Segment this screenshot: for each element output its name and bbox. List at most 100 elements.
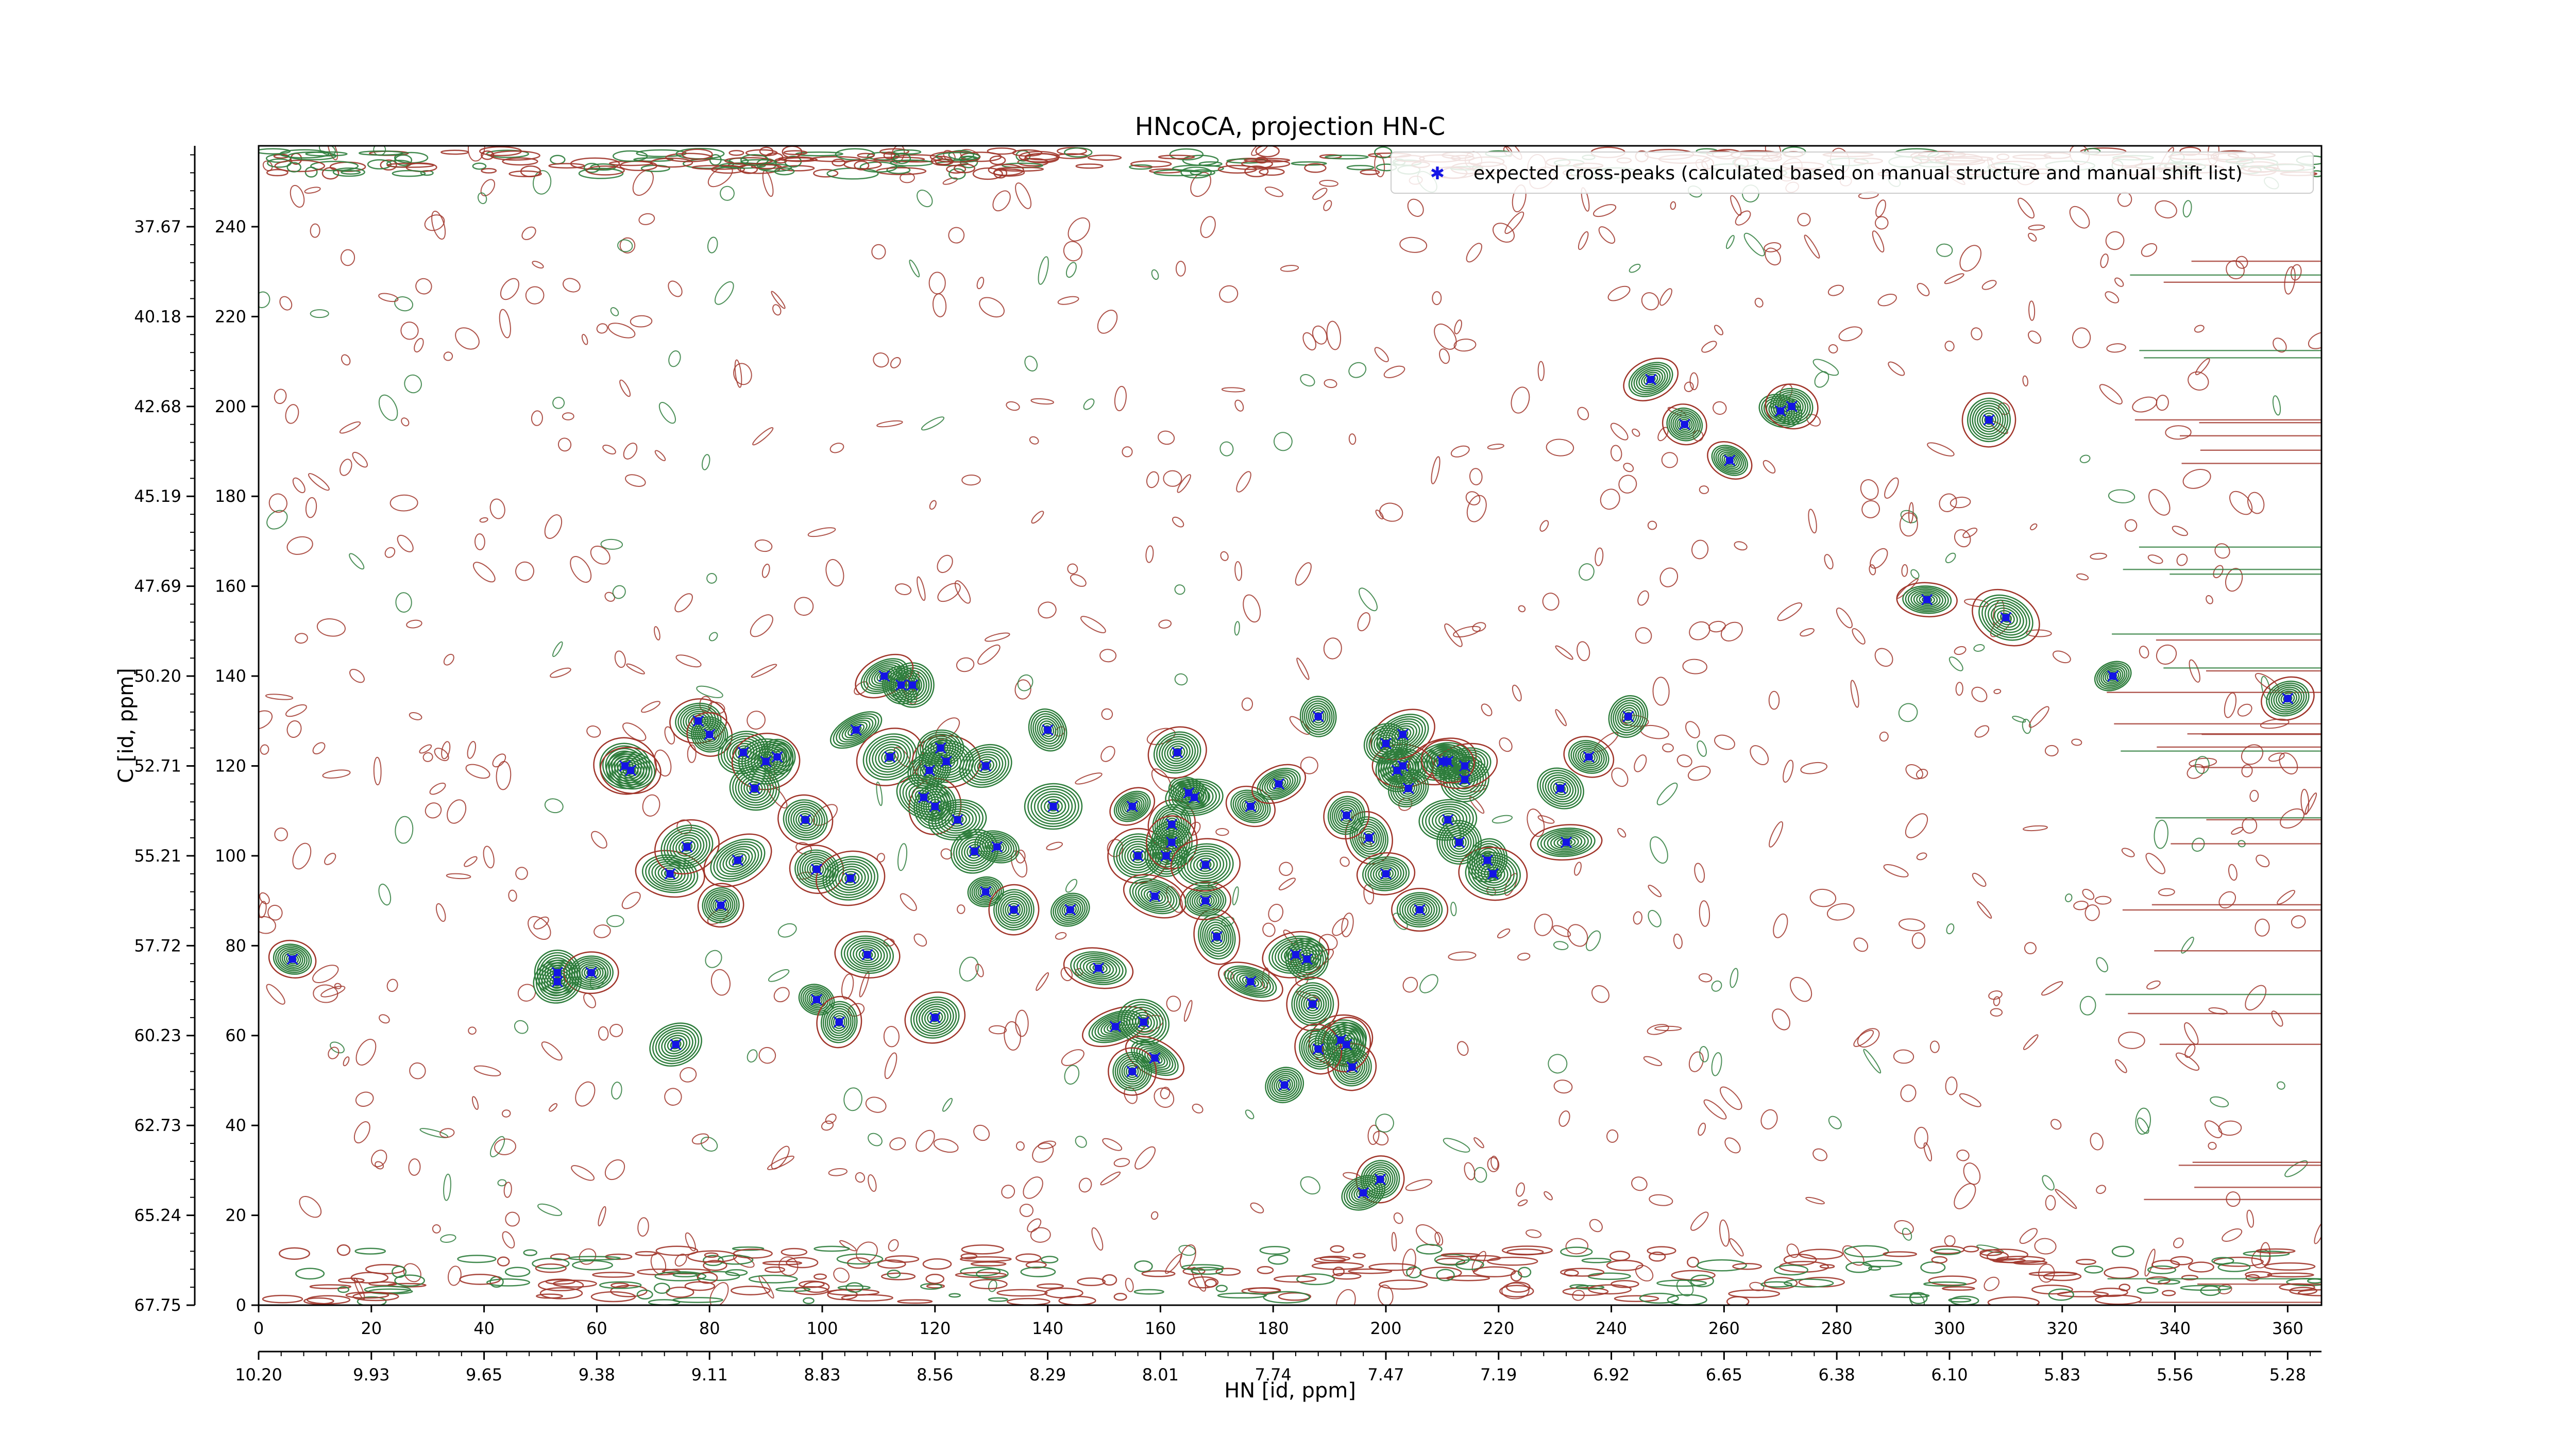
noise-contour <box>541 1041 563 1061</box>
noise-contour <box>1296 657 1310 680</box>
noise-contour <box>501 1109 511 1118</box>
noise-contour <box>432 1224 441 1234</box>
y-index-tick-label: 240 <box>215 217 246 237</box>
noise-contour <box>1150 1211 1159 1220</box>
noise-contour <box>591 831 607 849</box>
noise-contour <box>1894 1220 1914 1235</box>
peak-contour <box>974 830 1020 864</box>
noise-contour <box>1154 1087 1175 1108</box>
noise-contour <box>2045 1195 2056 1211</box>
noise-contour <box>626 663 645 674</box>
peak-contour <box>611 755 650 786</box>
peak-marker-stroke <box>1459 760 1471 772</box>
y-ppm-tick-label: 67.75 <box>134 1295 181 1315</box>
peak-marker <box>1199 895 1211 907</box>
noise-contour <box>447 799 467 824</box>
edge-contour <box>1696 1259 1747 1272</box>
noise-contour <box>1234 561 1243 581</box>
edge-contour <box>1656 1279 1707 1287</box>
edge-contour <box>1606 1259 1643 1271</box>
noise-contour <box>609 1023 623 1037</box>
peak-contour <box>821 1001 858 1043</box>
edge-contour <box>2111 1245 2134 1257</box>
peak-contour <box>1577 747 1600 767</box>
noise-contour <box>583 992 596 1008</box>
peak-marker-stroke <box>906 679 919 691</box>
peak-contour <box>828 861 872 896</box>
edge-contour <box>1180 166 1212 179</box>
noise-contour <box>937 554 953 573</box>
peak-marker <box>810 864 823 875</box>
noise-contour <box>630 315 653 328</box>
peak-contour <box>1327 796 1365 835</box>
peak-contour <box>1224 965 1277 998</box>
edge-contour <box>2012 1260 2048 1265</box>
noise-contour <box>441 741 451 760</box>
noise-contour <box>2277 889 2296 905</box>
peak-marker <box>1402 783 1414 795</box>
edge-contour <box>1560 1268 1605 1277</box>
peak-contour <box>1196 893 1215 908</box>
edge-contour <box>1728 1289 1781 1298</box>
peak-contour <box>1303 700 1333 733</box>
noise-contour <box>1964 598 1989 608</box>
noise-contour <box>1874 648 1893 667</box>
peak-contour <box>1166 743 1188 762</box>
x-ppm-tick-label: 7.47 <box>1367 1365 1404 1385</box>
noise-contour <box>1648 909 1662 927</box>
peak-marker <box>2282 693 2294 704</box>
peak-contour <box>1082 958 1114 978</box>
noise-contour <box>889 1137 906 1151</box>
edge-contour <box>1760 1281 1792 1288</box>
peak-contour <box>1377 714 1429 755</box>
noise-contour <box>1720 621 1743 642</box>
peak-contour <box>1266 774 1291 793</box>
peak-contour <box>758 738 796 775</box>
peak-contour <box>809 863 824 876</box>
x-ppm-tick-label: 6.65 <box>1706 1365 1742 1385</box>
noise-contour <box>865 1096 887 1113</box>
noise-contour <box>612 585 626 599</box>
noise-contour <box>1703 1099 1727 1120</box>
edge-contour <box>2188 1261 2214 1273</box>
peak-contour <box>1553 781 1569 796</box>
peak-contour <box>925 735 957 761</box>
edge-contour <box>1564 1269 1579 1277</box>
peak-contour <box>617 760 645 781</box>
noise-contour <box>1713 401 1727 415</box>
noise-contour <box>1600 488 1620 510</box>
noise-contour <box>324 853 336 865</box>
peak-contour <box>1378 868 1394 880</box>
y-index-tick-label: 20 <box>225 1206 246 1225</box>
edge-contour <box>1346 165 1375 171</box>
noise-contour <box>279 296 293 311</box>
peak-contour <box>905 782 942 813</box>
noise-contour <box>1945 1076 1958 1095</box>
noise-contour <box>378 883 392 906</box>
peak-contour <box>1772 390 1811 423</box>
edge-contour <box>2297 1289 2321 1296</box>
peak-marker-stroke <box>878 670 890 682</box>
peak-marker <box>1374 1173 1386 1185</box>
edge-contour <box>1996 1256 2046 1264</box>
peak-contour <box>1239 797 1262 816</box>
noise-contour <box>563 278 581 293</box>
peak-contour <box>1300 992 1325 1017</box>
noise-contour <box>2156 644 2177 665</box>
noise-contour <box>1888 361 1905 376</box>
peak-contour <box>1979 410 1999 430</box>
peak-contour <box>1345 1060 1359 1074</box>
peak-contour <box>2278 690 2298 707</box>
noise-contour <box>1312 325 1328 345</box>
noise-contour <box>1635 1264 1654 1281</box>
peak-contour-negative <box>1251 764 1307 804</box>
noise-contour <box>1689 372 1699 391</box>
peak-marker-stroke <box>704 729 716 740</box>
edge-contour <box>1255 146 1280 158</box>
edge-contour <box>352 1292 399 1302</box>
edge-contour <box>262 1294 303 1304</box>
edge-contour <box>1883 1251 1918 1257</box>
peak-contour <box>1343 1058 1361 1076</box>
peak-marker <box>800 814 811 826</box>
peak-contour <box>1404 898 1435 922</box>
